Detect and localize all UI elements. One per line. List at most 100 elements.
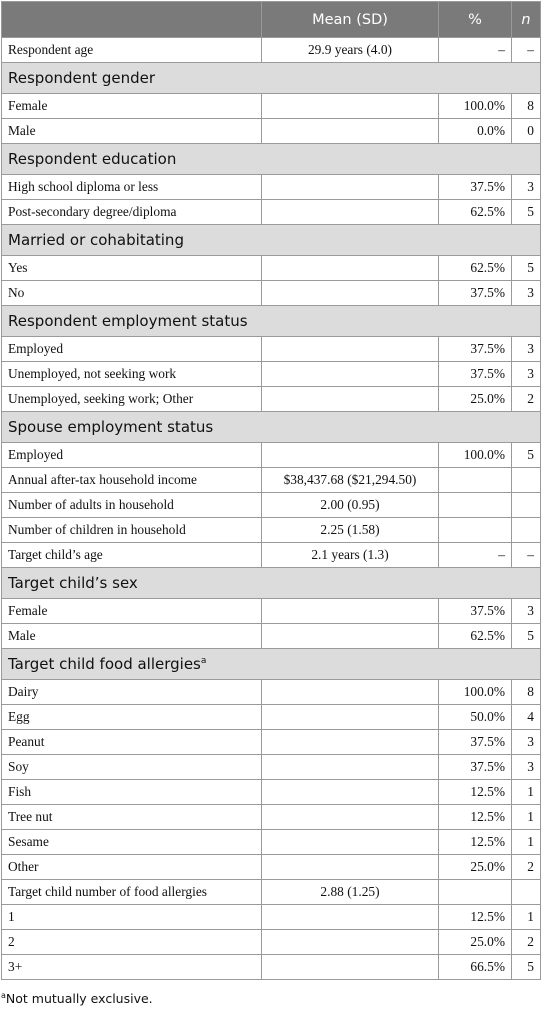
data-table: Mean (SD) % n Respondent age 29.9 years (… [1, 1, 541, 980]
percent-cell: 37.5% [438, 598, 512, 624]
footnote-marker: a [200, 656, 207, 666]
section-title: Spouse employment status [1, 411, 541, 443]
table-row: High school diploma or less 37.5% 3 [1, 174, 541, 200]
row-label: Annual after-tax household income [1, 467, 262, 493]
mean-sd-cell [261, 280, 439, 306]
mean-sd-cell: $38,437.68 ($21,294.50) [261, 467, 439, 493]
row-label: Number of adults in household [1, 492, 262, 518]
n-cell: 5 [511, 623, 541, 649]
mean-sd-cell [261, 829, 439, 855]
n-cell: 3 [511, 598, 541, 624]
table-row: Target child’s age 2.1 years (1.3) – – [1, 542, 541, 568]
mean-sd-cell [261, 93, 439, 119]
section-title: Target child’s sex [1, 567, 541, 599]
percent-cell: 50.0% [438, 704, 512, 730]
mean-sd-cell [261, 679, 439, 705]
n-cell [511, 517, 541, 543]
table-row: Egg 50.0% 4 [1, 704, 541, 730]
mean-sd-cell [261, 623, 439, 649]
mean-sd-cell [261, 854, 439, 880]
table-row: Target child number of food allergies 2.8… [1, 879, 541, 905]
row-label: Sesame [1, 829, 262, 855]
row-label: Male [1, 623, 262, 649]
n-cell: 3 [511, 336, 541, 362]
n-cell: 2 [511, 854, 541, 880]
percent-cell: 12.5% [438, 829, 512, 855]
percent-cell: 66.5% [438, 954, 512, 980]
n-cell: 1 [511, 779, 541, 805]
section-row: Respondent gender [1, 62, 541, 94]
n-cell: 3 [511, 361, 541, 387]
percent-cell: 12.5% [438, 804, 512, 830]
table-row: 2 25.0% 2 [1, 929, 541, 955]
n-cell [511, 879, 541, 905]
table-row: Number of children in household 2.25 (1.5… [1, 517, 541, 543]
percent-cell: 62.5% [438, 199, 512, 225]
table-row: No 37.5% 3 [1, 280, 541, 306]
percent-cell: – [438, 37, 512, 63]
n-cell: 3 [511, 754, 541, 780]
section-row: Respondent employment status [1, 305, 541, 337]
mean-sd-cell [261, 904, 439, 930]
percent-cell: 25.0% [438, 854, 512, 880]
table-row: Fish 12.5% 1 [1, 779, 541, 805]
row-label: High school diploma or less [1, 174, 262, 200]
section-title: Married or cohabitating [1, 224, 541, 256]
table-row: Respondent age 29.9 years (4.0) – – [1, 37, 541, 63]
table-row: Female 37.5% 3 [1, 598, 541, 624]
row-label: Egg [1, 704, 262, 730]
n-cell [511, 492, 541, 518]
percent-cell: 100.0% [438, 93, 512, 119]
row-label: 3+ [1, 954, 262, 980]
mean-sd-cell [261, 442, 439, 468]
mean-sd-cell: 2.88 (1.25) [261, 879, 439, 905]
n-cell [511, 467, 541, 493]
section-row: Target child food allergiesa [1, 648, 541, 680]
table-row: Sesame 12.5% 1 [1, 829, 541, 855]
row-label: Fish [1, 779, 262, 805]
mean-sd-cell [261, 704, 439, 730]
footnote-text: Not mutually exclusive. [5, 991, 153, 1006]
table-row: Male 0.0% 0 [1, 118, 541, 144]
row-label: Other [1, 854, 262, 880]
row-label: Target child number of food allergies [1, 879, 262, 905]
percent-cell: 37.5% [438, 280, 512, 306]
mean-sd-cell [261, 174, 439, 200]
section-row: Respondent education [1, 143, 541, 175]
footnote-marker: a [1, 991, 6, 1000]
percent-cell: 100.0% [438, 442, 512, 468]
n-cell: 2 [511, 929, 541, 955]
section-title: Target child food allergiesa [1, 648, 541, 680]
n-cell: 1 [511, 829, 541, 855]
mean-sd-cell [261, 255, 439, 281]
table-row: Employed 100.0% 5 [1, 442, 541, 468]
n-cell: – [511, 37, 541, 63]
section-row: Target child’s sex [1, 567, 541, 599]
n-cell: 5 [511, 954, 541, 980]
table-row: Post-secondary degree/diploma 62.5% 5 [1, 199, 541, 225]
table-row: Dairy 100.0% 8 [1, 679, 541, 705]
header-label [1, 1, 262, 38]
percent-cell: – [438, 542, 512, 568]
mean-sd-cell [261, 754, 439, 780]
row-label: No [1, 280, 262, 306]
header-n: n [511, 1, 541, 38]
row-label: Unemployed, seeking work; Other [1, 386, 262, 412]
mean-sd-cell [261, 361, 439, 387]
percent-cell [438, 467, 512, 493]
n-cell: 3 [511, 729, 541, 755]
n-cell: 8 [511, 679, 541, 705]
table-row: Tree nut 12.5% 1 [1, 804, 541, 830]
percent-cell [438, 492, 512, 518]
n-cell: 0 [511, 118, 541, 144]
table-row: Annual after-tax household income $38,437… [1, 467, 541, 493]
row-label: Number of children in household [1, 517, 262, 543]
row-label: Female [1, 598, 262, 624]
percent-cell [438, 517, 512, 543]
row-label: Soy [1, 754, 262, 780]
row-label: Post-secondary degree/diploma [1, 199, 262, 225]
row-label: Target child’s age [1, 542, 262, 568]
header-mean-sd: Mean (SD) [261, 1, 439, 38]
section-row: Spouse employment status [1, 411, 541, 443]
section-title: Respondent education [1, 143, 541, 175]
